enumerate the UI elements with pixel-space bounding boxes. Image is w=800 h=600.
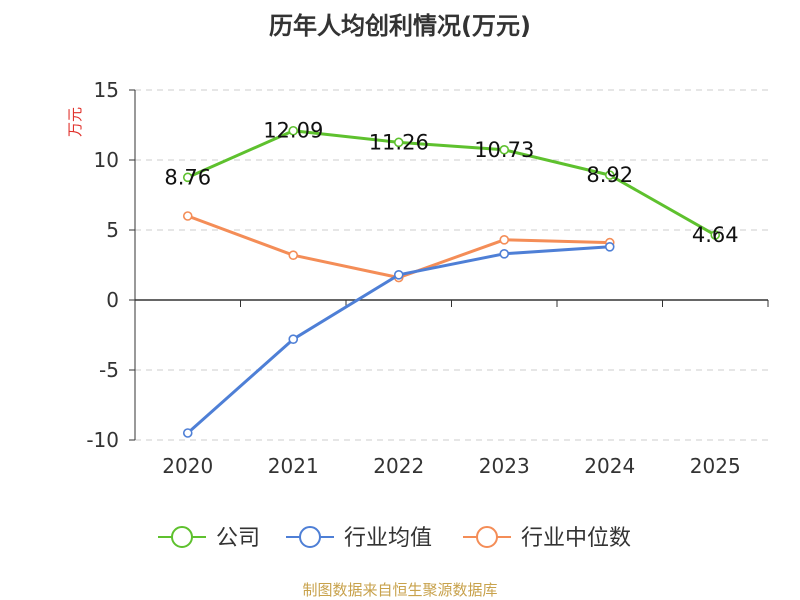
legend-label: 公司 xyxy=(216,526,260,551)
chart-title: 历年人均创利情况(万元) xyxy=(269,12,531,40)
data-point xyxy=(182,211,193,221)
y-axis-ticks: 15 10 5 0 -5 -10 xyxy=(86,78,119,452)
data-point xyxy=(182,428,193,438)
series-lines xyxy=(182,125,721,438)
data-point xyxy=(393,269,404,280)
x-tick-label: 2020 xyxy=(162,454,213,478)
data-label: 4.64 xyxy=(692,223,739,247)
x-tick-label: 2021 xyxy=(268,454,319,478)
x-tick-label: 2024 xyxy=(584,454,635,478)
series-line xyxy=(187,129,716,237)
data-point xyxy=(182,172,193,183)
data-label: 8.76 xyxy=(164,165,211,189)
y-tick-label: 0 xyxy=(106,288,119,312)
data-point xyxy=(288,250,299,260)
data-point xyxy=(393,137,404,148)
data-point xyxy=(604,170,615,180)
y-tick-label: 10 xyxy=(94,148,119,172)
data-point xyxy=(710,230,721,240)
legend-item: 公司 xyxy=(158,526,260,551)
x-tick-label: 2022 xyxy=(373,454,424,478)
legend: 公司 行业均值 行业中位数 xyxy=(158,526,631,551)
y-tick-label: 5 xyxy=(106,218,119,242)
series-line xyxy=(187,214,610,280)
x-tick-label: 2023 xyxy=(479,454,530,478)
legend-marker xyxy=(476,526,498,548)
y-tick-label: 15 xyxy=(94,78,119,102)
data-label: 11.26 xyxy=(369,130,429,154)
data-point xyxy=(499,235,510,245)
legend-item: 行业中位数 xyxy=(463,526,631,551)
x-axis-ticks: 2020 2021 2022 2023 2024 2025 xyxy=(162,454,740,478)
legend-marker xyxy=(171,526,193,548)
x-tick-label: 2025 xyxy=(690,454,741,478)
data-label: 8.92 xyxy=(586,163,633,187)
data-label: 12.09 xyxy=(263,119,323,143)
data-labels: 8.76 12.09 11.26 10.73 8.92 4.64 xyxy=(164,119,738,247)
legend-marker xyxy=(299,526,321,548)
legend-label: 行业均值 xyxy=(344,526,432,551)
y-tick-label: -10 xyxy=(86,428,119,452)
data-point xyxy=(288,334,299,345)
data-point xyxy=(288,125,299,136)
source-note: 制图数据来自恒生聚源数据库 xyxy=(302,581,498,599)
data-label: 10.73 xyxy=(474,138,534,162)
legend-label: 行业中位数 xyxy=(521,526,631,551)
data-point xyxy=(604,242,615,252)
data-point xyxy=(499,249,510,259)
y-axis-unit-label: 万元 xyxy=(66,107,84,137)
data-point xyxy=(499,144,510,155)
y-tick-label: -5 xyxy=(99,358,119,382)
legend-item: 行业均值 xyxy=(286,526,432,551)
